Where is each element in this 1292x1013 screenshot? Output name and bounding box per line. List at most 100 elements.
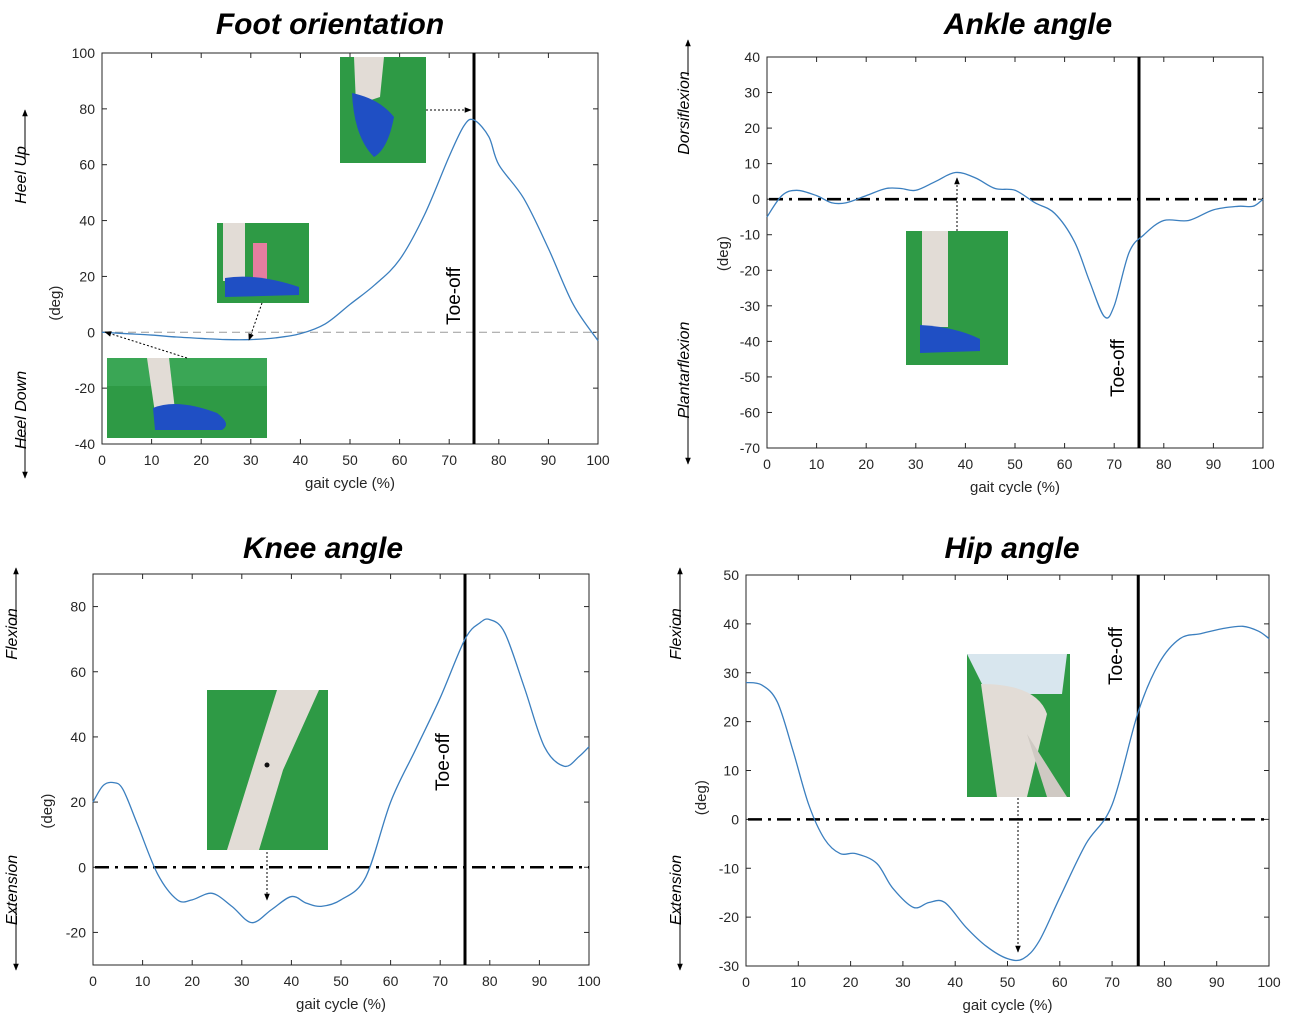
x-axis-label: gait cycle (%)	[970, 479, 1060, 496]
other-leg-shape	[253, 243, 267, 279]
hip-photo	[967, 654, 1070, 797]
chart-title: Hip angle	[944, 532, 1079, 565]
x-tick-label: 60	[392, 452, 408, 468]
x-tick-label: 90	[541, 452, 557, 468]
x-tick-label: 10	[135, 973, 151, 989]
x-tick-label: 40	[293, 452, 309, 468]
y-tick-label: 40	[70, 729, 86, 745]
direction-label-positive: Flexion	[668, 608, 685, 660]
x-tick-label: 100	[586, 452, 610, 468]
mid-stance-photo	[217, 223, 309, 303]
shoe-shape	[352, 93, 394, 157]
y-tick-label: 100	[72, 45, 96, 61]
y-tick-label: 60	[70, 664, 86, 680]
x-tick-label: 20	[858, 456, 874, 472]
x-tick-label: 0	[98, 452, 106, 468]
y-tick-label: 30	[744, 85, 760, 101]
y-tick-label: 40	[723, 616, 739, 632]
x-tick-label: 80	[1156, 456, 1172, 472]
y-tick-label: -50	[740, 369, 760, 385]
y-tick-label: 80	[79, 101, 95, 117]
leg-shape	[354, 57, 384, 105]
y-axis-label: (deg)	[715, 236, 732, 271]
y-tick-label: 40	[79, 213, 95, 229]
y-tick-label: -30	[719, 958, 739, 974]
y-tick-label: -20	[75, 380, 95, 396]
x-tick-label: 10	[144, 452, 160, 468]
y-tick-label: -20	[719, 909, 739, 925]
toe-off-label: Toe-off	[433, 732, 454, 790]
y-tick-label: 30	[723, 665, 739, 681]
x-tick-label: 70	[1104, 974, 1120, 990]
heel-down-pointer	[104, 331, 188, 359]
x-tick-label: 50	[1007, 456, 1023, 472]
x-tick-label: 20	[184, 973, 200, 989]
x-tick-label: 10	[809, 456, 825, 472]
x-tick-label: 80	[482, 973, 498, 989]
y-tick-label: 0	[87, 324, 95, 340]
chart-panel: Foot orientation 0 10 20 30 40 50 60 70 80 90 100 -4…	[13, 8, 610, 492]
leg-shape	[223, 223, 245, 281]
y-tick-label: -20	[66, 924, 86, 940]
x-tick-label: 90	[1206, 456, 1222, 472]
x-tick-label: 90	[1209, 974, 1225, 990]
mid-stance-pointer	[248, 302, 263, 341]
shoe-shape	[153, 404, 226, 430]
ankle-photo	[906, 231, 1008, 365]
y-tick-label: -20	[740, 262, 760, 278]
leg-shape	[922, 231, 948, 327]
direction-label-positive: Dorsiflexion	[676, 71, 693, 155]
x-tick-label: 30	[908, 456, 924, 472]
x-tick-label: 80	[1157, 974, 1173, 990]
x-tick-label: 70	[441, 452, 457, 468]
x-tick-label: 10	[791, 974, 807, 990]
y-tick-label: -70	[740, 440, 760, 456]
direction-label-negative: Extension	[668, 855, 685, 925]
x-tick-label: 30	[234, 973, 250, 989]
y-tick-label: 10	[723, 763, 739, 779]
shoe-shape	[920, 325, 980, 353]
leg-shape	[981, 684, 1047, 797]
shorts-shape	[967, 654, 1067, 694]
y-tick-label: -60	[740, 404, 760, 420]
x-tick-label: 50	[1000, 974, 1016, 990]
heel-down-photo	[107, 358, 267, 438]
marker-dot	[264, 762, 270, 768]
x-tick-label: 20	[193, 452, 209, 468]
toe-off-label: Toe-off	[1108, 338, 1129, 396]
direction-label-negative: Extension	[4, 855, 21, 925]
plot-frame	[92, 573, 590, 966]
y-tick-label: 60	[79, 157, 95, 173]
x-tick-label: 60	[383, 973, 399, 989]
x-tick-label: 50	[333, 973, 349, 989]
x-tick-label: 100	[1251, 456, 1275, 472]
series-line	[92, 618, 590, 924]
x-tick-label: 100	[577, 973, 601, 989]
heel-up-photo	[340, 57, 426, 163]
x-tick-label: 0	[742, 974, 750, 990]
x-tick-label: 60	[1057, 456, 1073, 472]
toe-off-label: Toe-off	[444, 266, 465, 324]
y-tick-label: 20	[723, 714, 739, 730]
x-tick-label: 40	[284, 973, 300, 989]
toe-off-label: Toe-off	[1106, 626, 1127, 684]
chart-title: Foot orientation	[216, 8, 444, 41]
y-tick-label: 0	[78, 859, 86, 875]
direction-label-negative: Plantarflexion	[676, 321, 693, 418]
plot-frame	[766, 56, 1264, 449]
y-tick-label: 0	[731, 811, 739, 827]
x-tick-label: 0	[763, 456, 771, 472]
direction-label-negative: Heel Down	[13, 371, 30, 449]
y-axis-label: (deg)	[39, 794, 56, 829]
chart-title: Knee angle	[243, 532, 403, 565]
y-tick-label: -10	[740, 227, 760, 243]
x-tick-label: 30	[895, 974, 911, 990]
y-tick-label: -30	[740, 298, 760, 314]
y-tick-label: -40	[75, 436, 95, 452]
x-tick-label: 80	[491, 452, 507, 468]
x-axis-label: gait cycle (%)	[296, 996, 386, 1013]
y-axis-label: (deg)	[47, 286, 64, 321]
y-tick-label: 20	[70, 794, 86, 810]
